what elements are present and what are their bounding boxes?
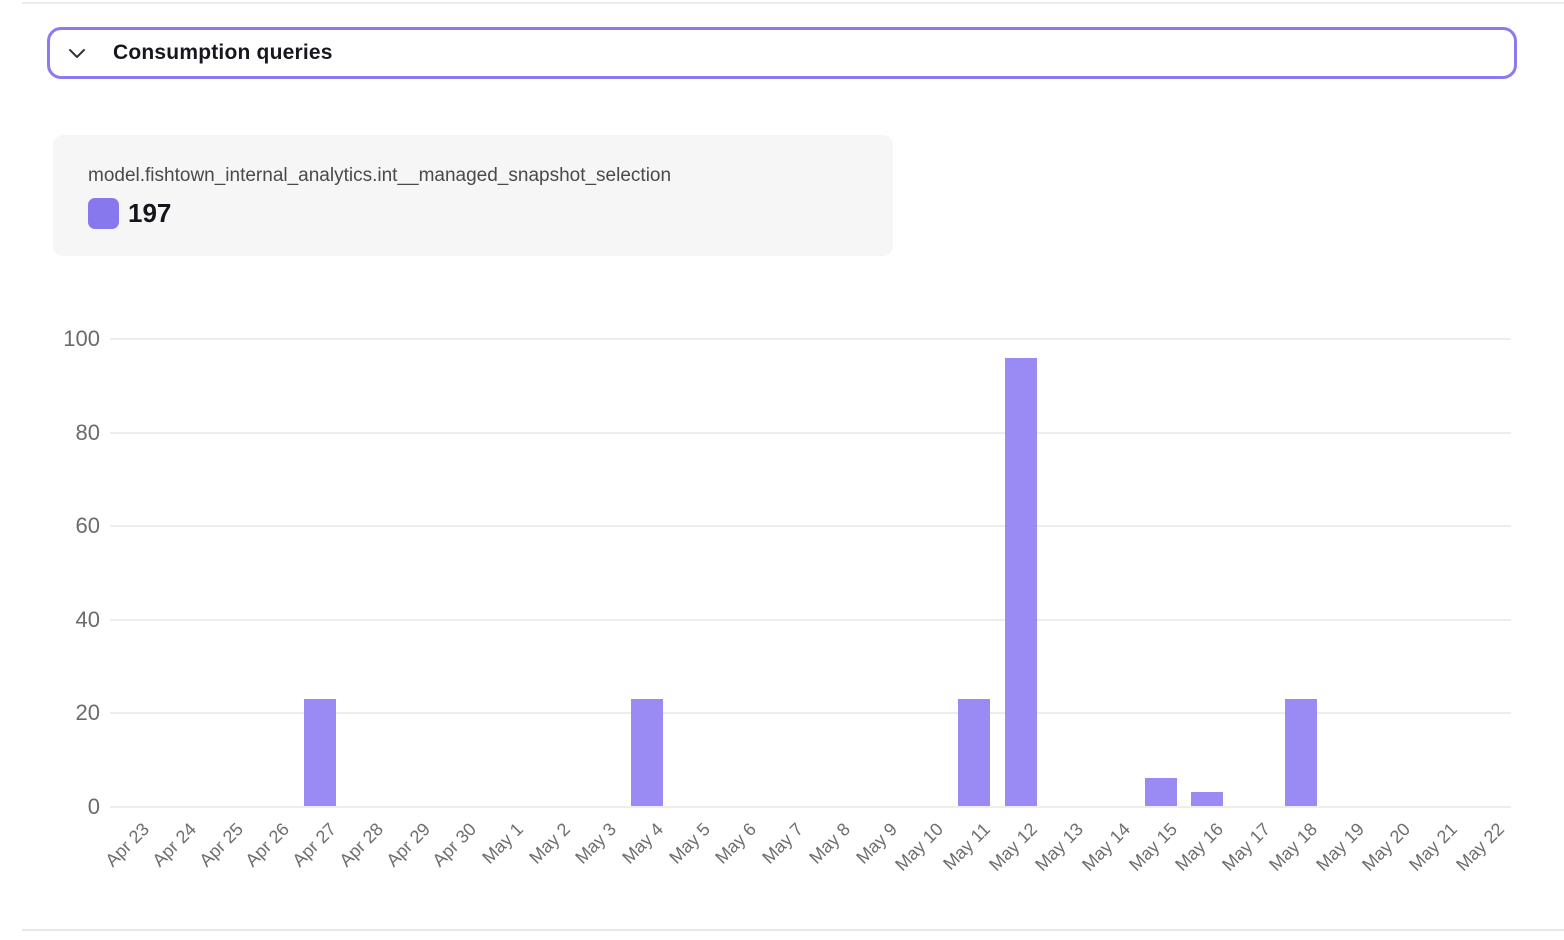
- series-name: model.fishtown_internal_analytics.int__m…: [88, 165, 672, 186]
- y-axis-tick-label: 80: [75, 419, 100, 445]
- y-axis-tick-label: 20: [75, 700, 100, 725]
- y-axis-tick-label: 0: [87, 793, 100, 819]
- bar-may-18[interactable]: [1284, 698, 1317, 807]
- gridline-80: [110, 431, 1511, 434]
- bar-may-16[interactable]: [1191, 792, 1224, 807]
- consumption-queries-section-header[interactable]: Consumption queries: [47, 27, 1517, 79]
- chevron-down-icon[interactable]: [67, 43, 87, 63]
- bar-may-15[interactable]: [1144, 778, 1177, 807]
- y-axis-tick-label: 60: [75, 513, 100, 538]
- series-color-swatch: [88, 198, 119, 229]
- bar-apr-27[interactable]: [304, 698, 337, 807]
- y-axis-tick-label: 40: [75, 606, 100, 632]
- gridline-0: [110, 805, 1511, 808]
- legend-row: 197: [88, 198, 873, 229]
- y-axis-tick-label: 100: [63, 326, 100, 351]
- gridline-60: [110, 525, 1511, 527]
- series-total-count: 197: [128, 198, 172, 228]
- series-legend-card: model.fishtown_internal_analytics.int__m…: [53, 135, 893, 256]
- bottom-divider: [22, 929, 1564, 931]
- gridline-100: [110, 338, 1511, 340]
- bar-may-4[interactable]: [631, 698, 664, 807]
- section-title: Consumption queries: [113, 41, 333, 64]
- top-divider: [22, 2, 1564, 4]
- gridline-20: [110, 712, 1511, 714]
- bar-may-11[interactable]: [957, 698, 990, 807]
- gridline-40: [110, 618, 1511, 621]
- bar-may-12[interactable]: [1004, 357, 1037, 807]
